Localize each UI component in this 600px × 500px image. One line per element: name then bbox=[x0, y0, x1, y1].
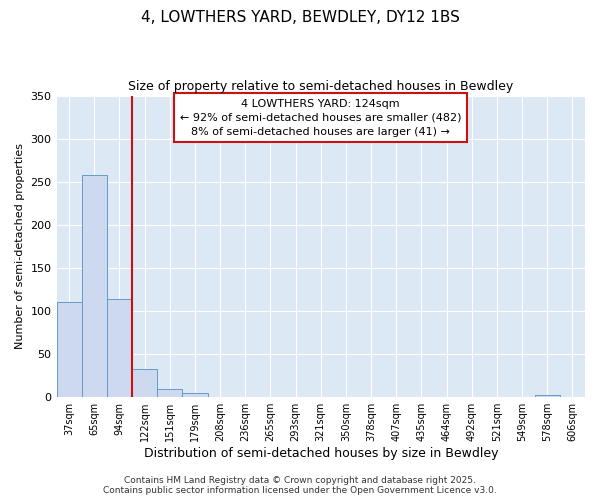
Y-axis label: Number of semi-detached properties: Number of semi-detached properties bbox=[15, 144, 25, 350]
Text: Contains HM Land Registry data © Crown copyright and database right 2025.
Contai: Contains HM Land Registry data © Crown c… bbox=[103, 476, 497, 495]
Bar bbox=[157, 388, 182, 397]
Bar bbox=[535, 396, 560, 397]
X-axis label: Distribution of semi-detached houses by size in Bewdley: Distribution of semi-detached houses by … bbox=[143, 447, 498, 460]
Bar bbox=[182, 393, 208, 397]
Bar bbox=[132, 369, 157, 397]
Bar bbox=[56, 302, 82, 397]
Text: 4, LOWTHERS YARD, BEWDLEY, DY12 1BS: 4, LOWTHERS YARD, BEWDLEY, DY12 1BS bbox=[140, 10, 460, 25]
Bar bbox=[82, 175, 107, 397]
Bar bbox=[107, 299, 132, 397]
Title: Size of property relative to semi-detached houses in Bewdley: Size of property relative to semi-detach… bbox=[128, 80, 514, 93]
Text: 4 LOWTHERS YARD: 124sqm
← 92% of semi-detached houses are smaller (482)
8% of se: 4 LOWTHERS YARD: 124sqm ← 92% of semi-de… bbox=[180, 98, 461, 136]
